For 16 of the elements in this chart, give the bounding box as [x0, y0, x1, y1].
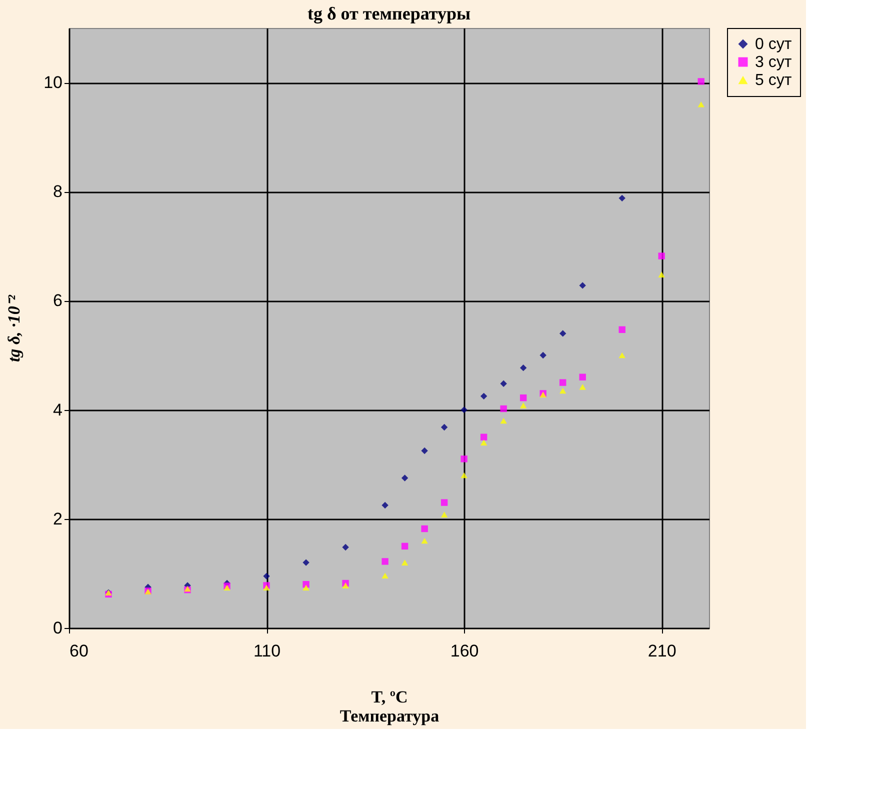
legend-label: 3 сут	[755, 54, 792, 71]
x-tick-label: 110	[253, 642, 281, 660]
y-tick-label: 2	[53, 509, 62, 528]
y-tick-label: 10	[44, 73, 62, 92]
x-tick-label: 60	[70, 642, 88, 660]
x-axis-title: T, ºC Температура	[340, 688, 440, 726]
legend-label: 5 сут	[755, 72, 792, 89]
y-tick-label: 6	[53, 291, 62, 310]
legend-label: 0 сут	[755, 36, 792, 53]
y-tick-label: 0	[53, 618, 62, 638]
y-axis-title: tg δ, ·10⁻²	[4, 294, 24, 362]
y-tick-label: 4	[53, 400, 62, 420]
x-tick-label: 160	[450, 642, 479, 660]
x-tick-label: 210	[648, 642, 676, 660]
chart-title: tg δ от температуры	[307, 4, 471, 24]
y-tick-label: 8	[53, 182, 62, 202]
